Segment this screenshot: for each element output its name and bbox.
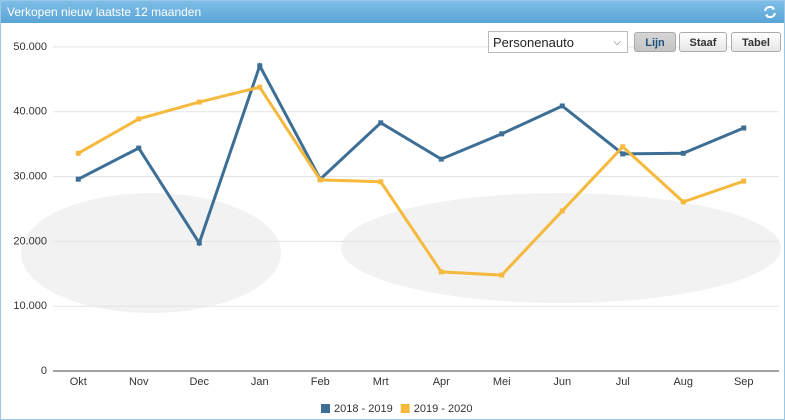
- point: [378, 120, 384, 126]
- select-value: Personenauto: [493, 35, 574, 50]
- point: [438, 156, 444, 162]
- x-tick-label: Mei: [493, 376, 511, 388]
- series-line: [77, 62, 745, 247]
- point: [499, 272, 505, 278]
- point: [75, 150, 81, 156]
- point: [620, 151, 626, 157]
- point: [136, 145, 142, 151]
- point: [680, 199, 686, 205]
- y-tick-label: 20.000: [13, 235, 47, 247]
- point: [438, 269, 444, 275]
- point: [378, 179, 384, 185]
- series-line: [77, 85, 745, 277]
- x-tick-label: Aug: [673, 376, 693, 388]
- point: [559, 208, 565, 214]
- view-button[interactable]: Lijn: [634, 32, 676, 52]
- view-button[interactable]: Staaf: [679, 32, 727, 52]
- y-tick-label: 10.000: [13, 300, 47, 312]
- y-tick-label: 30.000: [13, 171, 47, 183]
- bg-decor: [21, 193, 281, 313]
- category-select[interactable]: Personenauto ⌵: [488, 31, 628, 53]
- refresh-icon[interactable]: [762, 4, 778, 20]
- point: [136, 116, 142, 122]
- x-tick-label: Dec: [189, 376, 209, 388]
- point: [75, 176, 81, 182]
- legend-swatch: [400, 404, 410, 413]
- legend-label[interactable]: 2018 - 2019: [334, 403, 393, 415]
- point: [196, 99, 202, 105]
- point: [559, 103, 565, 109]
- x-tick-label: Nov: [129, 376, 149, 388]
- legend-label[interactable]: 2019 - 2020: [414, 403, 473, 415]
- x-tick-label: Jul: [616, 376, 630, 388]
- x-tick-label: Okt: [70, 376, 87, 388]
- x-tick-label: Feb: [311, 376, 330, 388]
- point: [741, 178, 747, 184]
- point: [196, 240, 202, 246]
- view-button[interactable]: Tabel: [731, 32, 781, 52]
- legend-swatch: [321, 404, 330, 413]
- point: [741, 125, 747, 131]
- x-tick-label: Sep: [734, 376, 754, 388]
- point: [620, 144, 626, 150]
- point: [257, 63, 263, 69]
- header: Verkopen nieuw laatste 12 maanden: [1, 1, 784, 23]
- point: [680, 150, 686, 156]
- x-tick-label: Jan: [251, 376, 269, 388]
- title: Verkopen nieuw laatste 12 maanden: [7, 5, 202, 19]
- point: [317, 177, 323, 183]
- x-tick-label: Jun: [553, 376, 571, 388]
- point: [257, 84, 263, 90]
- x-tick-label: Apr: [433, 376, 450, 388]
- chart: 0 10.000 20.000 30.000 40.000 50.000 Okt Nov Dec…: [13, 41, 781, 415]
- y-tick-label: 50.000: [13, 41, 47, 53]
- bg-decor: [341, 193, 781, 303]
- y-tick-label: 40.000: [13, 106, 47, 118]
- y-tick-label: 0: [41, 365, 47, 377]
- point: [499, 131, 505, 137]
- x-tick-label: Mrt: [373, 376, 389, 388]
